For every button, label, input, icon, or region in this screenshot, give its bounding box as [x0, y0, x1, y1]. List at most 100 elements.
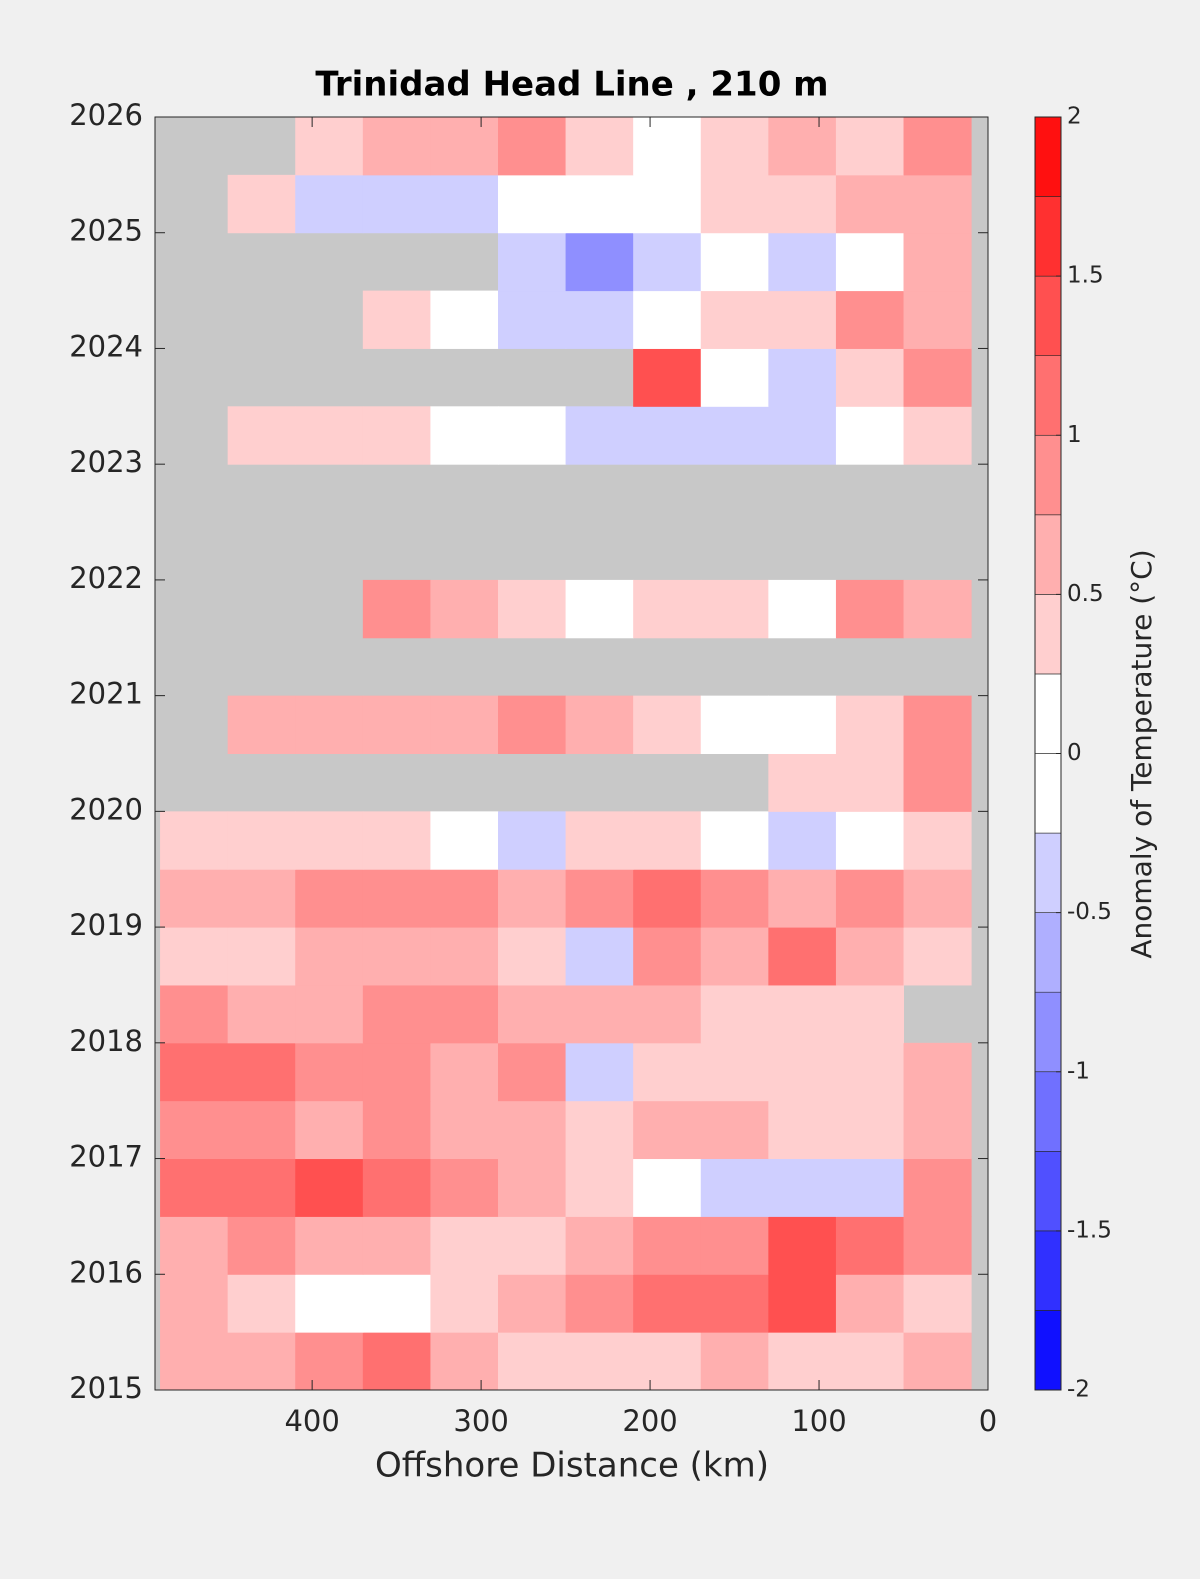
heat-cell — [565, 927, 634, 986]
heat-cell — [565, 579, 634, 639]
heat-cell — [700, 579, 769, 639]
heat-cell — [768, 695, 837, 754]
heat-cell — [498, 869, 567, 928]
heat-cell — [835, 1274, 905, 1333]
heat-cell — [565, 1332, 634, 1391]
colorbar-band — [1034, 753, 1062, 834]
colorbar-tick-label: 0 — [1067, 740, 1082, 766]
colorbar-band — [1034, 594, 1062, 675]
heat-cell — [565, 174, 634, 234]
heat-cell — [700, 232, 769, 292]
colorbar-band — [1034, 991, 1062, 1073]
heat-cell — [835, 579, 905, 639]
heat-cell — [565, 117, 634, 176]
colorbar-frame — [1034, 116, 1062, 1391]
heat-cell — [565, 984, 634, 1044]
heat-cell — [430, 869, 499, 928]
y-tick-label: 2022 — [69, 561, 143, 595]
heat-cell — [700, 174, 769, 234]
heat-cell — [295, 174, 364, 234]
heat-cell — [700, 869, 769, 928]
heat-cell — [227, 927, 296, 986]
heat-cell — [498, 290, 567, 349]
y-tick-label: 2026 — [69, 98, 143, 132]
colorbar-tick-label: 2 — [1067, 104, 1082, 130]
heat-cell — [633, 348, 702, 407]
y-tick-label: 2017 — [69, 1140, 143, 1174]
heat-cell — [227, 811, 296, 870]
heat-cell — [903, 1332, 972, 1391]
heat-cell — [633, 1158, 702, 1217]
heat-cell — [903, 579, 972, 639]
colorbar-tick-label: 1.5 — [1067, 263, 1104, 289]
heat-cell — [430, 117, 499, 176]
heat-cell — [295, 117, 364, 176]
heat-cell — [700, 406, 769, 465]
heat-cell — [903, 1274, 972, 1333]
heat-cell — [295, 1158, 364, 1217]
heat-cell — [768, 927, 837, 986]
heat-cell — [565, 695, 634, 754]
heat-cell — [295, 811, 364, 870]
heat-cell — [362, 290, 431, 349]
heat-cell — [835, 174, 905, 234]
heat-cell — [903, 348, 972, 407]
heat-cell — [700, 1216, 769, 1275]
heat-cell — [768, 1100, 837, 1160]
colorbar-band — [1034, 514, 1062, 595]
heat-cell — [362, 117, 431, 176]
heat-cell — [835, 1100, 905, 1160]
heat-cell — [768, 1332, 837, 1391]
heat-cell — [633, 869, 702, 928]
y-tick-label: 2018 — [69, 1024, 143, 1058]
colorbar-band — [1034, 1071, 1062, 1152]
heat-cell — [768, 579, 837, 639]
heat-cell — [227, 174, 296, 234]
heat-cell — [498, 232, 567, 292]
heat-cell — [362, 174, 431, 234]
heat-cell — [768, 406, 837, 465]
heat-cell — [565, 290, 634, 349]
heat-cell — [295, 695, 364, 754]
colorbar-band — [1034, 434, 1062, 516]
heat-cell — [768, 984, 837, 1044]
heat-cell — [903, 232, 972, 292]
heat-cell — [565, 232, 634, 292]
heat-cell — [633, 811, 702, 870]
heat-cell — [903, 290, 972, 349]
heat-cell — [227, 1332, 296, 1391]
heat-cell — [160, 1100, 229, 1160]
heat-cell — [498, 1100, 567, 1160]
heat-cell — [362, 869, 431, 928]
colorbar-band — [1034, 275, 1062, 356]
heat-cell — [160, 1042, 229, 1102]
heat-cell — [362, 406, 431, 465]
heat-cell — [362, 1042, 431, 1102]
heat-cell — [362, 1274, 431, 1333]
heat-cell — [227, 869, 296, 928]
heat-cell — [295, 1332, 364, 1391]
heat-cell — [295, 1042, 364, 1102]
colorbar-tick-label: -1 — [1067, 1058, 1090, 1084]
heat-cell — [160, 811, 229, 870]
heat-cell — [295, 1100, 364, 1160]
x-tick-label: 200 — [622, 1404, 677, 1438]
heat-cell — [430, 1158, 499, 1217]
heat-cell — [565, 1158, 634, 1217]
y-tick-label: 2024 — [69, 329, 143, 363]
y-tick-label: 2020 — [69, 792, 143, 826]
heat-cell — [903, 753, 972, 812]
x-tick-label: 0 — [979, 1404, 997, 1438]
y-tick-label: 2023 — [69, 445, 143, 479]
heat-cell — [295, 869, 364, 928]
y-tick-label: 2016 — [69, 1255, 143, 1289]
heat-cell — [633, 1042, 702, 1102]
heat-cell — [700, 1042, 769, 1102]
heat-cell — [498, 1274, 567, 1333]
heat-cell — [227, 1158, 296, 1217]
heat-cell — [362, 984, 431, 1044]
heat-cell — [903, 695, 972, 754]
heat-cell — [835, 811, 905, 870]
colorbar-band — [1034, 832, 1062, 913]
